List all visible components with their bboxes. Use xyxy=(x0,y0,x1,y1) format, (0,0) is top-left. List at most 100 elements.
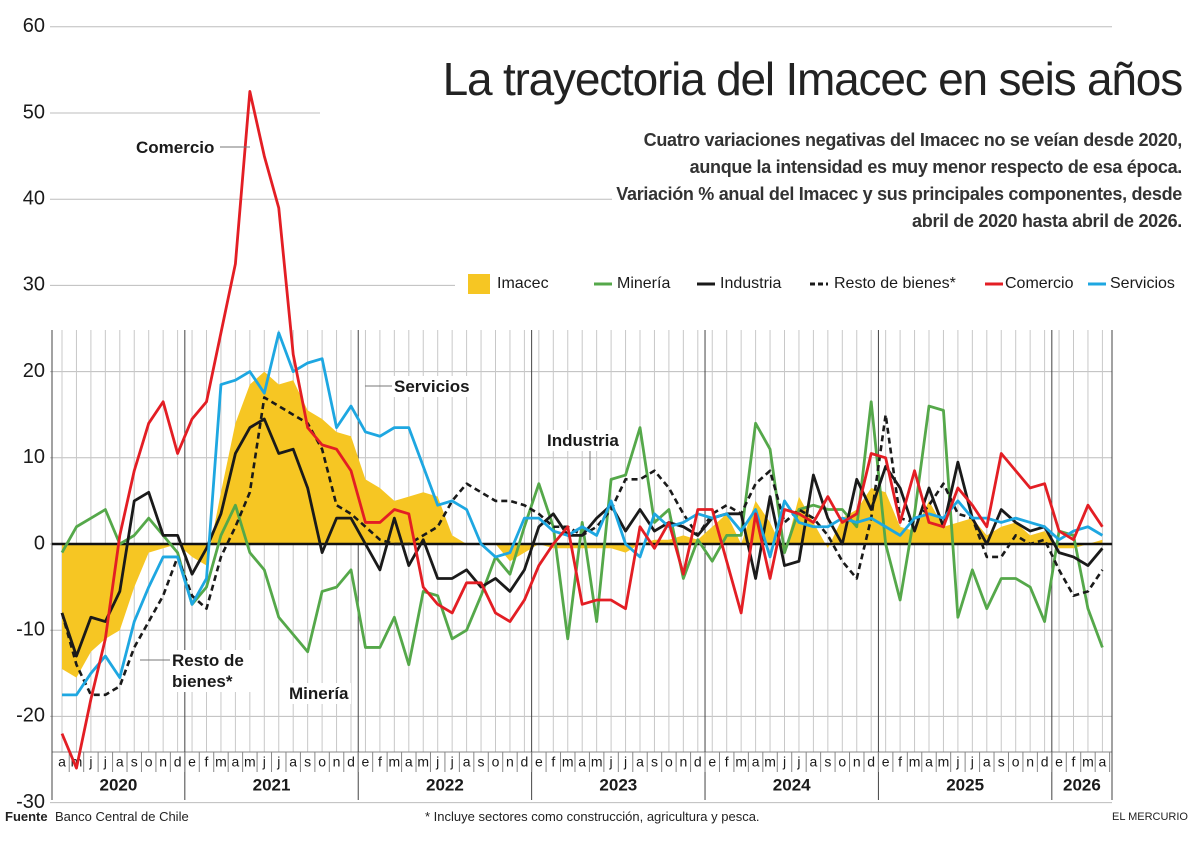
brand: EL MERCURIO xyxy=(1112,811,1188,823)
x-tick-label: m xyxy=(244,754,256,770)
annotation: Resto de bienes* xyxy=(170,650,254,692)
x-tick-label: j xyxy=(782,754,786,770)
x-tick-label: d xyxy=(521,754,529,770)
x-tick-label: a xyxy=(983,754,991,770)
x-tick-label: j xyxy=(276,754,280,770)
x-tick-label: j xyxy=(88,754,92,770)
x-tick-label: o xyxy=(1012,754,1020,770)
line xyxy=(60,417,1104,658)
year-label: 2020 xyxy=(99,775,137,794)
x-tick-label: j xyxy=(103,754,107,770)
source-label: Fuente xyxy=(5,809,48,824)
x-tick-label: s xyxy=(651,754,658,770)
x-tick-label: o xyxy=(492,754,500,770)
x-tick-label: d xyxy=(347,754,355,770)
x-tick-label: s xyxy=(304,754,311,770)
x-tick-label: m xyxy=(562,754,574,770)
line xyxy=(62,331,1104,697)
x-tick-label: j xyxy=(796,754,800,770)
x-tick-label: f xyxy=(725,754,729,770)
x-tick-label: a xyxy=(289,754,297,770)
x-tick-label: m xyxy=(938,754,950,770)
x-tick-label: m xyxy=(735,754,747,770)
x-tick-label: a xyxy=(58,754,66,770)
annotation: Minería xyxy=(287,683,351,704)
x-tick-label: a xyxy=(578,754,586,770)
x-tick-label: m xyxy=(417,754,429,770)
x-tick-label: m xyxy=(764,754,776,770)
x-tick-label: a xyxy=(116,754,124,770)
x-tick-label: s xyxy=(131,754,138,770)
x-tick-label: j xyxy=(609,754,613,770)
annotation: Industria xyxy=(545,430,621,451)
y-tick-label: -20 xyxy=(16,705,45,727)
x-tick-label: s xyxy=(478,754,485,770)
x-tick-label: d xyxy=(1041,754,1049,770)
legend-background xyxy=(455,268,1190,300)
x-tick-label: d xyxy=(867,754,875,770)
x-tick-label: o xyxy=(838,754,846,770)
footnote: * Incluye sectores como construcción, ag… xyxy=(425,809,760,824)
line xyxy=(60,90,1104,770)
y-tick-label: 50 xyxy=(23,101,45,123)
x-tick-label: n xyxy=(1026,754,1034,770)
year-label: 2025 xyxy=(946,775,984,794)
x-tick-label: a xyxy=(752,754,760,770)
x-tick-label: a xyxy=(405,754,413,770)
y-tick-label: 30 xyxy=(23,274,45,296)
x-tick-label: a xyxy=(810,754,818,770)
annotation: Comercio xyxy=(134,137,217,158)
x-tick-label: a xyxy=(925,754,933,770)
y-tick-label: 60 xyxy=(23,15,45,37)
y-tick-label: -10 xyxy=(16,618,45,640)
x-tick-label: f xyxy=(898,754,902,770)
source: Banco Central de Chile xyxy=(55,809,189,824)
x-tick-label: j xyxy=(623,754,627,770)
x-tick-label: o xyxy=(318,754,326,770)
x-tick-label: n xyxy=(159,754,167,770)
x-tick-label: e xyxy=(535,754,543,770)
x-tick-label: m xyxy=(591,754,603,770)
year-label: 2026 xyxy=(1063,775,1101,794)
x-tick-label: e xyxy=(188,754,196,770)
line xyxy=(60,400,1104,667)
annotation: Servicios xyxy=(392,376,472,397)
y-tick-label: -30 xyxy=(16,791,45,813)
y-tick-label: 20 xyxy=(23,360,45,382)
x-tick-label: m xyxy=(389,754,401,770)
x-tick-label: e xyxy=(362,754,370,770)
x-tick-label: d xyxy=(174,754,182,770)
year-label: 2021 xyxy=(253,775,291,794)
chart-subtitle: Cuatro variaciones negativas del Imacec … xyxy=(612,127,1182,235)
x-tick-label: e xyxy=(1055,754,1063,770)
x-tick-label: e xyxy=(882,754,890,770)
year-label: 2023 xyxy=(599,775,637,794)
x-tick-label: m xyxy=(1082,754,1094,770)
x-tick-label: n xyxy=(506,754,514,770)
y-tick-label: 10 xyxy=(23,446,45,468)
x-tick-label: m xyxy=(215,754,227,770)
x-tick-label: a xyxy=(232,754,240,770)
x-tick-label: f xyxy=(205,754,209,770)
x-tick-label: a xyxy=(1099,754,1107,770)
x-tick-label: j xyxy=(450,754,454,770)
x-tick-label: m xyxy=(909,754,921,770)
x-tick-label: e xyxy=(708,754,716,770)
x-tick-label: j xyxy=(955,754,959,770)
x-tick-label: f xyxy=(551,754,555,770)
chart-title: La trayectoria del Imacec en seis años xyxy=(320,52,1183,120)
x-tick-label: j xyxy=(262,754,266,770)
x-tick-label: f xyxy=(378,754,382,770)
x-tick-label: f xyxy=(1072,754,1076,770)
year-label: 2024 xyxy=(773,775,811,794)
x-tick-label: o xyxy=(665,754,673,770)
y-tick-label: 0 xyxy=(34,532,45,554)
x-tick-label: a xyxy=(636,754,644,770)
x-tick-label: j xyxy=(970,754,974,770)
x-tick-label: j xyxy=(435,754,439,770)
x-tick-label: n xyxy=(853,754,861,770)
x-tick-label: o xyxy=(145,754,153,770)
y-tick-label: 40 xyxy=(23,187,45,209)
x-tick-label: n xyxy=(333,754,341,770)
